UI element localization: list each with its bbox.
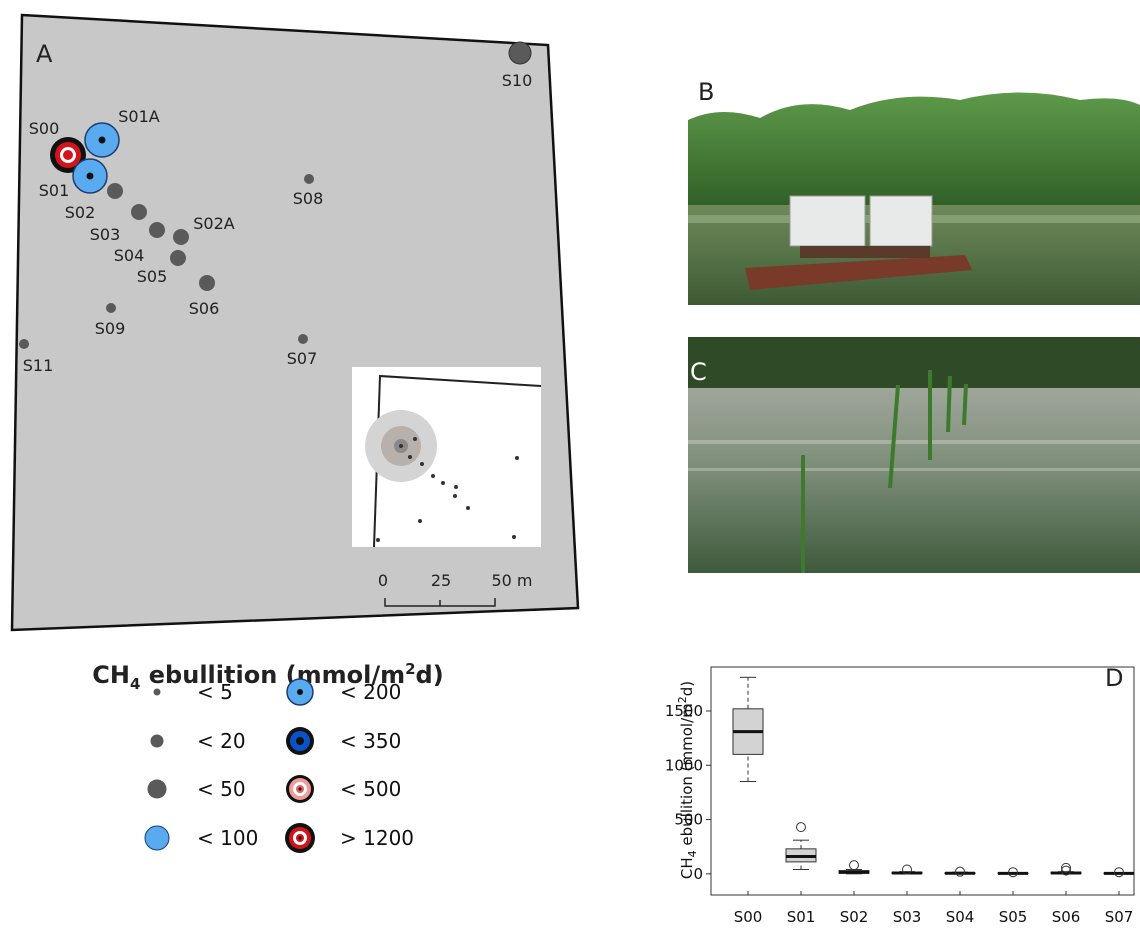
title-part: 4 xyxy=(130,675,140,693)
plot-frame xyxy=(711,667,1134,895)
panel-label: D xyxy=(1105,664,1123,692)
x-tick-label: S00 xyxy=(734,908,763,926)
site-label: S01 xyxy=(39,181,70,200)
site-marker xyxy=(170,250,186,266)
label-part: 4 xyxy=(686,850,699,857)
photo-b xyxy=(688,93,1140,306)
site-label: S05 xyxy=(137,267,168,286)
x-tick-label: S07 xyxy=(1105,908,1134,926)
site-marker xyxy=(199,275,215,291)
site-label: S00 xyxy=(29,119,60,138)
site-marker xyxy=(173,229,189,245)
panel-label: C xyxy=(690,358,707,386)
legend-label: > 1200 xyxy=(340,826,414,850)
x-tick-label: S01 xyxy=(787,908,816,926)
site-marker xyxy=(131,204,147,220)
y-tick-label: 1000 xyxy=(665,756,703,774)
site-marker xyxy=(298,334,308,344)
inset-map xyxy=(352,367,541,547)
legend-label: < 5 xyxy=(197,680,233,704)
scale-label: 50 m xyxy=(491,571,532,590)
legend-label: < 350 xyxy=(340,729,401,753)
site-label: S07 xyxy=(287,349,318,368)
site-marker xyxy=(107,183,123,199)
photo-c xyxy=(688,337,1140,573)
legend-label: < 50 xyxy=(197,777,246,801)
y-tick-label: 1500 xyxy=(665,702,703,720)
site-label: S06 xyxy=(189,299,220,318)
site-marker xyxy=(304,174,314,184)
y-tick-label: 0 xyxy=(693,865,703,883)
site-marker xyxy=(99,137,106,144)
outlier xyxy=(956,867,965,876)
outlier xyxy=(797,823,806,832)
x-tick-label: S06 xyxy=(1052,908,1081,926)
title-part: 2 xyxy=(405,660,415,678)
site-label: S11 xyxy=(23,356,54,375)
site-label: S04 xyxy=(114,246,145,265)
site-marker xyxy=(19,339,29,349)
outlier xyxy=(850,861,859,870)
legend-label: < 20 xyxy=(197,729,246,753)
x-tick-label: S03 xyxy=(893,908,922,926)
site-marker xyxy=(63,150,73,160)
site-marker xyxy=(149,222,165,238)
legend-label: < 100 xyxy=(197,826,258,850)
site-label: S02A xyxy=(193,214,235,233)
legend-label: < 500 xyxy=(340,777,401,801)
site-label: S09 xyxy=(95,319,126,338)
site-label: S03 xyxy=(90,225,121,244)
site-marker xyxy=(87,173,94,180)
scale-label: 25 xyxy=(431,571,451,590)
site-label: S02 xyxy=(65,203,96,222)
site-label: S01A xyxy=(118,107,160,126)
x-tick-label: S05 xyxy=(999,908,1028,926)
site-label: S08 xyxy=(293,189,324,208)
label-part: d) xyxy=(678,681,696,696)
y-tick-label: 500 xyxy=(674,811,703,829)
figure: A S10 S00 S01A S01 S02 S03 S04 S02A S05 … xyxy=(0,0,1140,928)
site-marker xyxy=(509,42,531,64)
scale-label: 0 xyxy=(378,571,388,590)
legend-label: < 200 xyxy=(340,680,401,704)
x-tick-label: S04 xyxy=(946,908,975,926)
title-part: d) xyxy=(416,661,444,689)
site-marker xyxy=(106,303,116,313)
x-tick-label: S02 xyxy=(840,908,869,926)
title-part: CH xyxy=(92,661,130,689)
site-label: S10 xyxy=(502,71,533,90)
panel-label: B xyxy=(698,78,714,106)
panel-label: A xyxy=(36,40,53,68)
